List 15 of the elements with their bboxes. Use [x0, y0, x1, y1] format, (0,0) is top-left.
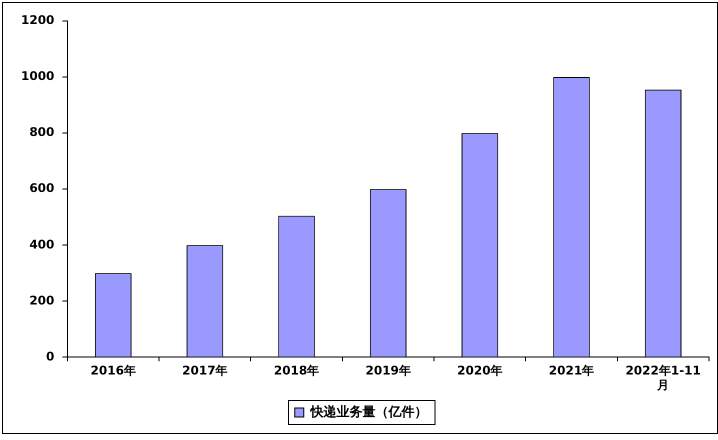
y-tick-label: 400 — [29, 237, 54, 252]
x-tick-label: 2019年 — [365, 364, 411, 378]
y-tick-label: 800 — [29, 125, 54, 140]
x-tick-label: 2016年 — [90, 364, 136, 378]
x-tick-label: 2020年 — [457, 364, 503, 378]
y-tick-label: 1000 — [20, 69, 54, 84]
x-tick-label: 2018年 — [274, 364, 320, 378]
x-tick-label: 2022年1-11月 — [625, 364, 701, 392]
y-tick-label: 0 — [46, 349, 54, 364]
y-tick-label: 600 — [29, 181, 54, 196]
x-tick-label: 2017年 — [182, 364, 228, 378]
x-tick-label: 2021年 — [548, 364, 594, 378]
y-tick-label: 200 — [29, 293, 54, 308]
legend-label: 快递业务量（亿件） — [309, 404, 428, 420]
y-tick-label: 1200 — [20, 13, 54, 28]
